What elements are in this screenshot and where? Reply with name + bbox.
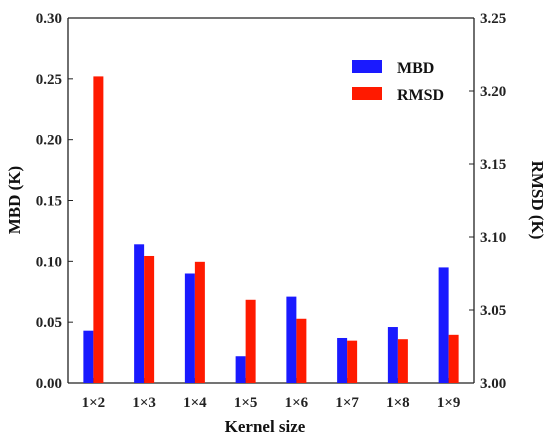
bar-mbd <box>184 273 195 383</box>
left-tick-label: 0.15 <box>36 194 62 210</box>
bars <box>83 76 459 384</box>
left-tick-label: 0.00 <box>36 376 62 392</box>
bar-rmsd <box>93 76 104 384</box>
bar-rmsd <box>397 339 408 383</box>
bar-rmsd <box>296 318 307 383</box>
x-tick-label: 1×4 <box>183 395 207 411</box>
right-y-axis-title: RMSD (K) <box>528 161 547 240</box>
x-tick-label: 1×5 <box>234 395 258 411</box>
bar-rmsd <box>448 334 459 383</box>
bar-rmsd <box>194 261 205 383</box>
left-y-axis-title: MBD (K) <box>5 166 24 234</box>
legend-label-rmsd: RMSD <box>397 87 444 104</box>
left-tick-label: 0.10 <box>36 254 62 270</box>
right-tick-label: 3.10 <box>480 230 506 246</box>
bar-mbd <box>83 330 94 383</box>
left-tick-label: 0.25 <box>36 72 62 88</box>
x-tick-label: 1×3 <box>132 395 156 411</box>
x-tick-label: 1×6 <box>285 395 309 411</box>
bar-mbd <box>134 244 145 383</box>
left-tick-label: 0.30 <box>36 11 62 27</box>
x-tick-label: 1×2 <box>82 395 106 411</box>
bar-mbd <box>438 267 449 383</box>
bar-rmsd <box>144 255 155 383</box>
legend-swatch-rmsd <box>352 87 382 100</box>
bar-mbd <box>286 296 297 383</box>
right-tick-label: 3.20 <box>480 84 506 100</box>
left-tick-label: 0.20 <box>36 133 62 149</box>
legend-swatch-mbd <box>352 60 382 73</box>
right-tick-label: 3.25 <box>480 11 506 27</box>
right-tick-label: 3.15 <box>480 157 506 173</box>
bar-mbd <box>387 327 398 383</box>
right-tick-label: 3.05 <box>480 303 506 319</box>
bar-rmsd <box>347 340 358 383</box>
bar-rmsd <box>245 299 256 383</box>
bar-mbd <box>337 337 348 383</box>
bar-mbd <box>235 356 246 383</box>
x-tick-label: 1×7 <box>335 395 359 411</box>
x-tick-label: 1×9 <box>437 395 461 411</box>
x-axis-title: Kernel size <box>225 417 306 436</box>
legend: MBD RMSD <box>352 60 444 104</box>
x-tick-label: 1×8 <box>386 395 410 411</box>
right-tick-label: 3.00 <box>480 376 506 392</box>
tick-labels: 0.00 0.05 0.10 0.15 0.20 0.25 0.30 3.00 3.05 3.10… <box>36 11 507 411</box>
left-tick-label: 0.05 <box>36 315 62 331</box>
legend-label-mbd: MBD <box>397 60 434 77</box>
